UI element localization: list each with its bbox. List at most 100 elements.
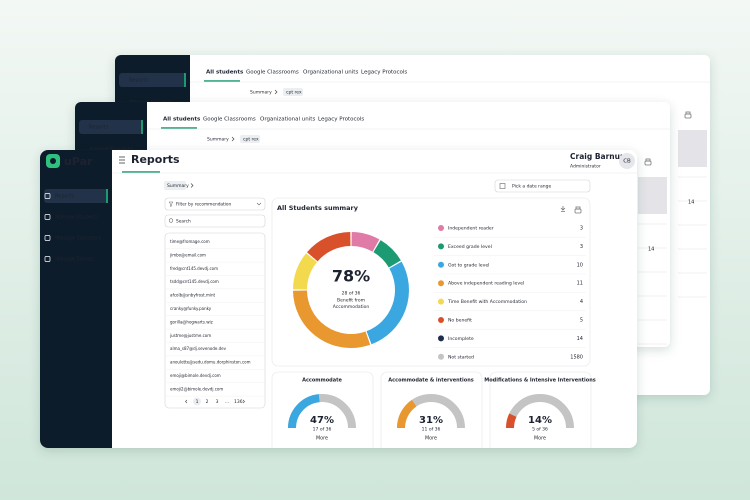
student-email[interactable]: fred@cnt145.devdj.com (170, 266, 218, 271)
nav-active (79, 120, 143, 134)
tab[interactable]: Organizational units (303, 70, 358, 76)
nav-item[interactable]: Manage Students (89, 147, 133, 153)
nav-icon (44, 214, 51, 220)
gauge-action[interactable]: More (425, 436, 437, 442)
student-email[interactable]: time@fromage.com (170, 239, 210, 244)
filter-select[interactable] (164, 197, 266, 211)
page-link[interactable]: 3 (216, 399, 219, 405)
nav-item[interactable]: Reports (129, 78, 149, 84)
nav-item[interactable]: Manage Educators (55, 236, 102, 242)
student-email[interactable]: emoji@bimole.devdj.com (170, 373, 221, 378)
user-role: Administrator (570, 164, 601, 170)
breadcrumb[interactable]: cpt rex (286, 90, 302, 96)
student-email[interactable]: anoulette@sedu.domu.dorphinston.com (170, 360, 251, 365)
donut-segment (293, 253, 318, 290)
legend-dot (438, 317, 444, 323)
avatar[interactable] (619, 153, 635, 169)
gauge-action[interactable]: More (316, 436, 328, 442)
legend-dot (438, 225, 444, 231)
nav-item[interactable]: Manage Stories (55, 257, 94, 263)
gauge-count: 17 of 36 (313, 427, 332, 433)
breadcrumb-chevron (231, 136, 235, 142)
student-email[interactable]: cranky@funky.panky (170, 306, 212, 311)
gauge-title: Accommodate (302, 378, 342, 384)
tab[interactable]: Google Classrooms (203, 117, 256, 123)
table-header (678, 130, 707, 167)
student-email[interactable]: jimbo@email.com (169, 252, 206, 257)
legend-dot (438, 335, 444, 342)
legend-dot (438, 353, 444, 360)
nav-icon (44, 193, 51, 199)
nav-active (119, 73, 186, 87)
donut-segment (351, 232, 380, 252)
legend-value: 11 (577, 281, 583, 287)
breadcrumb-chip (283, 88, 303, 96)
page-link[interactable]: 136 (234, 399, 243, 405)
page-link[interactable]: 1 (196, 399, 199, 405)
breadcrumb-chevron (274, 89, 278, 95)
gauge-card (489, 371, 592, 448)
filter-placeholder: Filter by recommendation (176, 202, 232, 208)
breadcrumb[interactable]: Summary (207, 137, 229, 143)
nav-icon (44, 256, 51, 262)
nav-item[interactable]: Reports (89, 125, 109, 131)
nav-item[interactable]: Reports (55, 194, 75, 200)
table-value: 14 (648, 247, 654, 253)
nav-item[interactable]: Manage Students (55, 215, 99, 221)
page-next[interactable] (242, 399, 245, 404)
search-icon (168, 218, 174, 223)
tab[interactable]: Legacy Protocols (318, 117, 364, 123)
table-value: 14 (688, 200, 694, 206)
student-email[interactable]: tsdd@cnt145.devdj.com (170, 279, 219, 284)
tab[interactable]: Legacy Protocols (361, 70, 407, 76)
nav-icon (44, 235, 51, 241)
logo-dot (50, 158, 56, 164)
calendar-icon (499, 183, 506, 189)
legend-dot (438, 280, 444, 287)
page-current (193, 397, 201, 406)
legend-label: Incomplete (448, 336, 474, 342)
legend-value: 3 (580, 226, 583, 232)
menu-icon[interactable] (119, 156, 125, 164)
donut-center-count: 28 of 36 (342, 291, 361, 297)
legend-label: Exceed grade level (448, 244, 492, 250)
breadcrumb[interactable]: cpt rex (243, 137, 259, 143)
page-link[interactable]: ... (225, 400, 229, 405)
page-prev[interactable] (185, 399, 188, 404)
search-box[interactable] (164, 214, 266, 228)
download-icon[interactable] (560, 206, 566, 212)
tab[interactable]: All students (206, 70, 244, 76)
legend-label: Not started (448, 354, 474, 360)
legend-value: 4 (580, 299, 583, 305)
date-placeholder: Pick a date range (512, 184, 551, 190)
legend-label: No benefit (448, 318, 472, 324)
legend-dot (438, 261, 444, 268)
gauge-action[interactable]: More (534, 436, 546, 442)
date-picker[interactable] (494, 179, 591, 193)
student-email[interactable]: alma_s87@dj.sevenode.dev (170, 346, 227, 351)
legend-label: Got to grade level (448, 262, 489, 268)
print-icon-paper (575, 206, 581, 210)
summary-title: All Students summary (277, 204, 359, 212)
student-email[interactable]: justme@justme.com (169, 333, 211, 338)
summary-card (271, 197, 591, 367)
search-placeholder: Search (176, 219, 191, 225)
select-caret (256, 202, 262, 206)
student-email[interactable]: gorilla@hogwarts.wiz (170, 319, 213, 324)
student-email[interactable]: afcolb@snbyfrost.mint (170, 293, 216, 298)
breadcrumb[interactable]: Summary (167, 183, 189, 189)
nav-active-bar (141, 120, 143, 134)
tab[interactable]: Organizational units (260, 117, 315, 123)
gauge-count: 11 of 36 (422, 427, 441, 433)
tab[interactable]: All students (163, 117, 201, 123)
breadcrumb-chip (240, 135, 260, 143)
legend-value: 5 (580, 318, 583, 324)
print-icon-paper (645, 158, 651, 162)
tab[interactable]: Google Classrooms (246, 70, 299, 76)
breadcrumb[interactable]: Summary (250, 90, 272, 96)
student-email[interactable]: emoji2@bimole.devdj.com (170, 386, 223, 391)
legend-label: Independent reader (448, 226, 494, 232)
page-link[interactable]: 2 (206, 399, 209, 405)
